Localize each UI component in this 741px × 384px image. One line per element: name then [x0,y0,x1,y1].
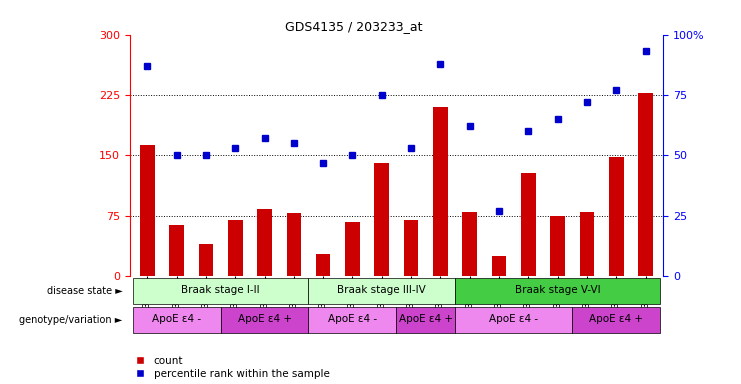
Bar [308,278,455,304]
Bar [374,163,389,276]
Text: disease state ►: disease state ► [47,286,122,296]
Bar [638,93,653,276]
Bar [396,306,455,333]
Title: GDS4135 / 203233_at: GDS4135 / 203233_at [285,20,422,33]
Bar [133,306,221,333]
Bar [199,244,213,276]
Bar [551,216,565,276]
Bar [404,220,419,276]
Text: Braak stage V-VI: Braak stage V-VI [515,285,600,295]
Text: Braak stage I-II: Braak stage I-II [182,285,260,295]
Bar [455,278,660,304]
Bar [433,107,448,276]
Bar [462,212,477,276]
Bar [287,213,301,276]
Bar [579,212,594,276]
Bar [133,278,308,304]
Bar [455,306,572,333]
Bar [345,222,360,276]
Text: genotype/variation ►: genotype/variation ► [19,314,122,324]
Bar [221,306,308,333]
Bar [257,209,272,276]
Bar [609,157,624,276]
Text: ApoE ε4 +: ApoE ε4 + [399,314,453,324]
Bar [308,306,396,333]
Text: ApoE ε4 -: ApoE ε4 - [328,314,377,324]
Bar [228,220,242,276]
Text: Braak stage III-IV: Braak stage III-IV [337,285,426,295]
Bar [572,306,660,333]
Text: ApoE ε4 +: ApoE ε4 + [238,314,291,324]
Bar [492,256,506,276]
Legend: count, percentile rank within the sample: count, percentile rank within the sample [135,356,330,379]
Text: ApoE ε4 -: ApoE ε4 - [152,314,201,324]
Bar [140,145,155,276]
Text: ApoE ε4 -: ApoE ε4 - [489,314,538,324]
Text: ApoE ε4 +: ApoE ε4 + [589,314,643,324]
Bar [316,253,330,276]
Bar [169,225,184,276]
Bar [521,173,536,276]
